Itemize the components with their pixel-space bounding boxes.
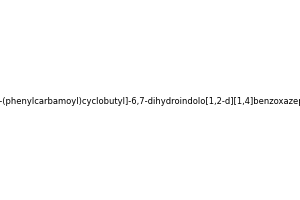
Text: 13-cyclohexyl-N-[1-(phenylcarbamoyl)cyclobutyl]-6,7-dihydroindolo[1,2-d][1,4]ben: 13-cyclohexyl-N-[1-(phenylcarbamoyl)cycl… [0,97,300,106]
